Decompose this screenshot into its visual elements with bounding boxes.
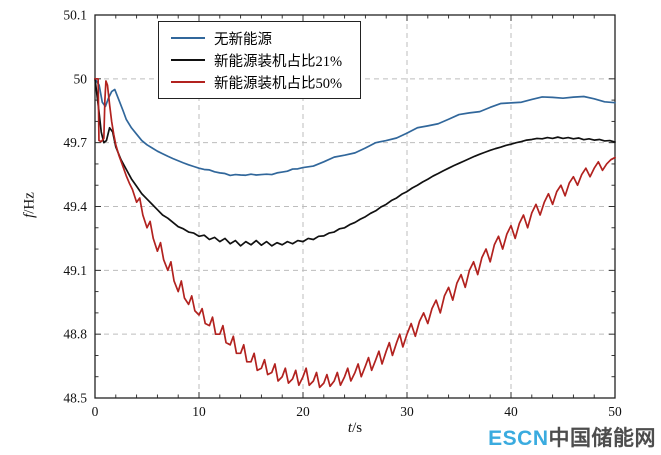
legend-item: 无新能源 [171, 29, 342, 48]
x-axis-label-var: t [347, 420, 353, 436]
x-tick-label: 30 [400, 404, 414, 419]
legend-line-swatch [171, 59, 205, 61]
watermark: ESCN中国储能网 [488, 422, 656, 452]
y-axis-label-unit: /Hz [21, 192, 38, 214]
x-tick-label: 0 [92, 404, 99, 419]
y-tick-label: 48.5 [63, 391, 87, 406]
watermark-site-name: 中国储能网 [548, 427, 656, 450]
y-tick-label: 50 [74, 71, 88, 86]
y-axis-label-var: f [21, 213, 38, 218]
y-tick-label: 49.4 [63, 199, 87, 214]
watermark-escn-logo: ESCN [488, 427, 549, 450]
y-tick-label: 49.1 [63, 263, 87, 278]
y-tick-label: 49.7 [63, 135, 87, 150]
legend-line-swatch [171, 81, 205, 83]
legend-label: 无新能源 [214, 31, 272, 48]
legend-label: 新能源装机占比50% [214, 75, 343, 92]
y-tick-label: 48.8 [63, 327, 87, 342]
x-tick-label: 50 [608, 404, 622, 419]
x-tick-label: 10 [192, 404, 206, 419]
x-axis-label-unit: /s [352, 420, 363, 436]
x-tick-label: 40 [504, 404, 518, 419]
y-axis-label: f/Hz [22, 192, 39, 218]
x-tick-label: 20 [296, 404, 310, 419]
legend: 无新能源新能源装机占比21% 新能源装机占比50% [158, 21, 362, 99]
legend-label: 新能源装机占比21% [214, 53, 343, 70]
y-tick-label: 50.1 [63, 8, 87, 23]
x-axis-label: t/s [348, 420, 362, 437]
legend-item: 新能源装机占比21% [171, 51, 343, 70]
legend-item: 新能源装机占比50% [171, 73, 343, 92]
legend-line-swatch [171, 37, 205, 39]
